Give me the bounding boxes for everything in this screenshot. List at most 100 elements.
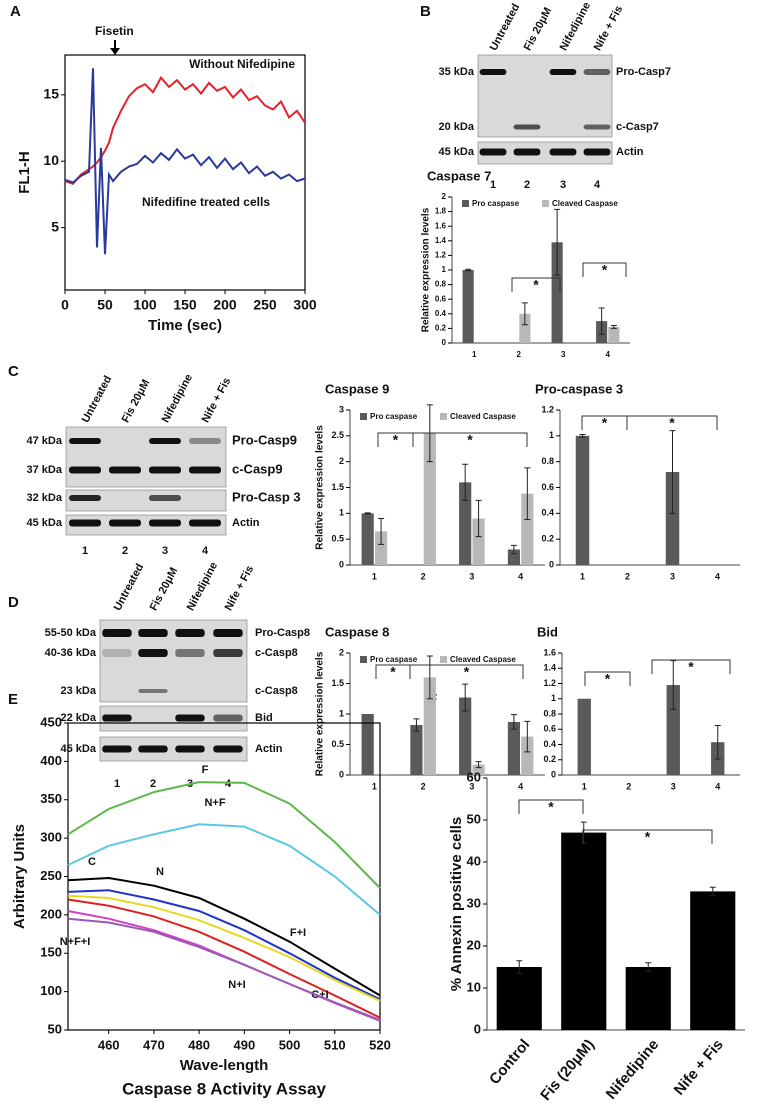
x-tick-label: 2 (517, 350, 522, 359)
series-label: N (156, 866, 164, 878)
y-tick-label: 1 (551, 693, 556, 703)
x-tick-label: 490 (233, 1037, 255, 1052)
x-tick-label: 1 (372, 781, 377, 791)
legend-label: Pro caspase (472, 199, 520, 208)
y-tick-label: 1 (442, 265, 447, 274)
y-tick-label: 1.4 (543, 663, 556, 673)
y-tick-label: 150 (40, 945, 62, 960)
marker-label: 45 kDa (27, 517, 63, 529)
error-bar (709, 886, 716, 897)
y-tick-label: 1.5 (331, 678, 344, 688)
blot-band (69, 495, 101, 501)
x-axis-label: Time (sec) (148, 317, 222, 334)
y-tick-label: 0 (474, 1021, 481, 1036)
bar (690, 891, 736, 1030)
y-axis-label: Relative expression levels (315, 425, 326, 550)
significance-bracket (518, 799, 584, 814)
error-bar (579, 434, 586, 438)
x-tick-label: Control (486, 1036, 533, 1088)
blot-band (175, 629, 205, 637)
y-tick-label: 0.6 (541, 482, 554, 492)
x-tick-label: 3 (670, 571, 675, 581)
y-tick-label: 40 (467, 853, 481, 868)
blot-band (138, 649, 168, 657)
error-bar (714, 724, 721, 760)
error-bar (475, 499, 482, 538)
lane-label: Nifedipine (558, 0, 594, 53)
marker-label: 22 kDa (61, 712, 97, 724)
x-tick-label: 520 (369, 1037, 391, 1052)
y-tick-label: 30 (467, 895, 481, 910)
error-bar (462, 463, 469, 501)
x-tick-label: 2 (625, 571, 630, 581)
error-bar (413, 718, 420, 732)
error-bar (524, 467, 531, 521)
blot-band (213, 745, 243, 753)
bar (410, 724, 423, 775)
blot-band (583, 148, 611, 156)
protein-label: Actin (232, 517, 260, 529)
annotation: * (467, 432, 473, 448)
blot-band (549, 69, 577, 75)
protein-label: Bid (255, 712, 273, 724)
annotation: Without Nifedipine (189, 57, 295, 71)
bar (666, 685, 680, 775)
y-tick-label: 1.5 (331, 482, 344, 492)
lane-label: Nifedipine (160, 372, 196, 425)
x-tick-label: 3 (469, 571, 474, 581)
error-bar (475, 761, 482, 769)
error-bar (510, 544, 517, 555)
y-tick-label: 0.4 (543, 739, 556, 749)
lane-number: 4 (202, 545, 209, 557)
annotation: * (533, 277, 539, 293)
blot-band (213, 649, 243, 657)
bar (551, 242, 563, 343)
marker-label: 45 kDa (439, 146, 475, 158)
y-tick-label: 2 (339, 647, 344, 657)
bar (423, 677, 436, 775)
marker-label: 47 kDa (27, 435, 63, 447)
y-tick-label: 50 (467, 811, 481, 826)
protein-label: Pro-Casp7 (616, 66, 671, 78)
error-bar (669, 430, 676, 514)
bar (625, 967, 671, 1030)
y-tick-label: 1 (339, 708, 344, 718)
y-tick-label: 350 (40, 791, 62, 806)
y-tick-label: 1.6 (435, 221, 447, 230)
x-tick-label: 0 (61, 297, 69, 313)
y-axis-label: Arbitrary Units (11, 824, 28, 929)
significance-bracket (584, 671, 631, 686)
bar (423, 433, 436, 565)
error-bar (516, 960, 523, 974)
y-tick-label: 400 (40, 753, 62, 768)
x-tick-label: 100 (133, 297, 157, 313)
annotation: * (688, 659, 694, 675)
blot-band (175, 649, 205, 657)
protein-label: c-Casp7 (616, 121, 659, 133)
annotation: * (669, 415, 675, 431)
legend-label: Cleaved Caspase (552, 199, 618, 208)
blot-band (513, 148, 541, 156)
error-bar (580, 821, 587, 844)
y-tick-label: 0.2 (543, 754, 556, 764)
lane-number: 4 (225, 778, 232, 790)
blot-band (69, 466, 101, 474)
lane-label: Untreated (112, 562, 147, 613)
lane-label: Nife + Fis (592, 4, 626, 53)
legend-label: Pro caspase (370, 655, 418, 664)
x-tick-label: 4 (606, 350, 611, 359)
blot-band (189, 466, 221, 474)
legend-label: Cleaved Caspase (450, 655, 516, 664)
y-tick-label: 100 (40, 983, 62, 998)
protein-label: c-Casp9 (232, 461, 283, 476)
y-tick-label: 1.6 (543, 647, 556, 657)
significance-bracket (412, 432, 528, 447)
series-label: F+I (290, 927, 306, 939)
bar (374, 531, 388, 565)
annotation: * (390, 664, 396, 680)
y-tick-label: 1.2 (543, 678, 556, 688)
lane-label: Fis 20μM (522, 6, 555, 53)
legend-label: Cleaved Caspase (450, 412, 516, 421)
